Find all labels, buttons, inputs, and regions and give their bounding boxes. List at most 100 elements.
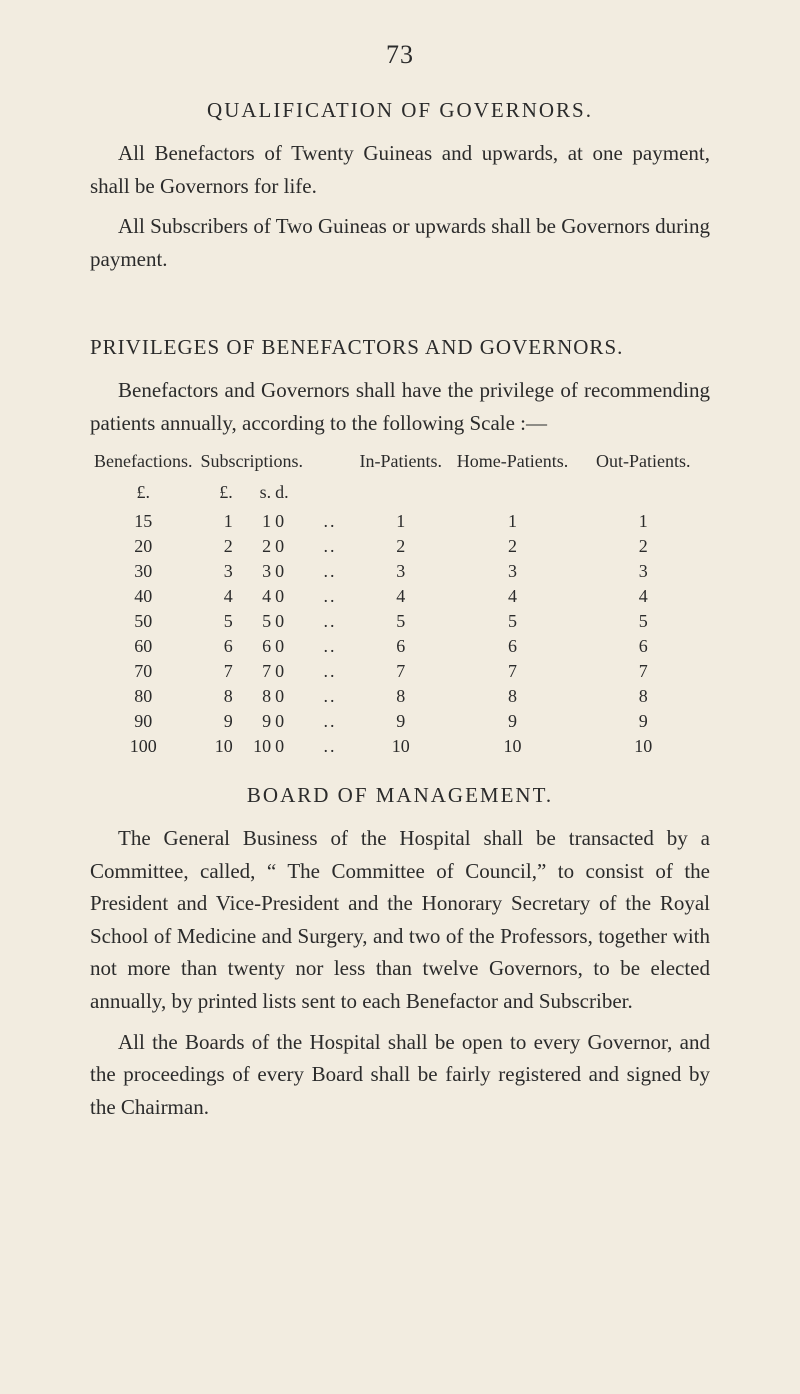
table-cell: 8 <box>235 684 273 709</box>
table-cell: 0 <box>273 659 307 684</box>
col-out-patients: Out-Patients. <box>577 449 711 480</box>
table-cell: 8 <box>448 684 576 709</box>
table-cell: 100 <box>90 734 196 759</box>
table-row: 30330..333 <box>90 559 710 584</box>
table-cell: 0 <box>273 684 307 709</box>
table-cell: 10 <box>235 734 273 759</box>
table-cell: 10 <box>353 734 448 759</box>
table-cell: 6 <box>196 634 234 659</box>
table: Benefactions. Subscriptions. In-Patients… <box>90 449 710 759</box>
table-cell: 7 <box>196 659 234 684</box>
table-row: 20220..222 <box>90 534 710 559</box>
subcol-blank <box>448 480 576 509</box>
table-row: 90990..999 <box>90 709 710 734</box>
table-cell: 1 <box>353 509 448 534</box>
table-cell: .. <box>307 734 353 759</box>
table-row: 15110..111 <box>90 509 710 534</box>
subcol-sub-d: d. <box>273 480 307 509</box>
paragraph: The General Business of the Hospital sha… <box>90 822 710 1017</box>
subcol-sub-s: s. <box>235 480 273 509</box>
table-cell: 9 <box>448 709 576 734</box>
table-cell: 0 <box>273 709 307 734</box>
table-cell: 90 <box>90 709 196 734</box>
col-in-patients: In-Patients. <box>353 449 448 480</box>
table-cell: 0 <box>273 534 307 559</box>
table-cell: .. <box>307 684 353 709</box>
table-cell: .. <box>307 659 353 684</box>
table-row: 10010100..101010 <box>90 734 710 759</box>
table-body: 15110..11120220..22230330..33340440..444… <box>90 509 710 759</box>
table-cell: 3 <box>577 559 711 584</box>
table-row: 60660..666 <box>90 634 710 659</box>
table-cell: .. <box>307 509 353 534</box>
table-cell: 9 <box>196 709 234 734</box>
table-cell: 30 <box>90 559 196 584</box>
table-cell: .. <box>307 559 353 584</box>
table-cell: 2 <box>196 534 234 559</box>
table-cell: 15 <box>90 509 196 534</box>
table-cell: 80 <box>90 684 196 709</box>
table-cell: 7 <box>235 659 273 684</box>
table-cell: 8 <box>577 684 711 709</box>
table-cell: 1 <box>448 509 576 534</box>
table-cell: 50 <box>90 609 196 634</box>
table-cell: 0 <box>273 559 307 584</box>
table-cell: 10 <box>196 734 234 759</box>
paragraph: All the Boards of the Hospital shall be … <box>90 1026 710 1124</box>
table-cell: 0 <box>273 584 307 609</box>
table-cell: 9 <box>235 709 273 734</box>
table-cell: 7 <box>448 659 576 684</box>
subcol-blank <box>307 480 353 509</box>
col-benefactions: Benefactions. <box>90 449 196 480</box>
col-home-patients: Home-Patients. <box>448 449 576 480</box>
table-cell: .. <box>307 609 353 634</box>
table-cell: 0 <box>273 609 307 634</box>
table-cell: 9 <box>353 709 448 734</box>
table-cell: 4 <box>196 584 234 609</box>
table-cell: 1 <box>196 509 234 534</box>
table-cell: 0 <box>273 634 307 659</box>
table-cell: 40 <box>90 584 196 609</box>
section-gap <box>90 283 710 307</box>
table-subheader-row: £. £. s. d. <box>90 480 710 509</box>
heading-privileges: PRIVILEGES OF BENEFACTORS AND GOVERNORS. <box>90 335 710 360</box>
table-cell: .. <box>307 709 353 734</box>
document-page: 73 QUALIFICATION OF GOVERNORS. All Benef… <box>0 0 800 1171</box>
table-cell: 10 <box>448 734 576 759</box>
subcol-blank <box>353 480 448 509</box>
table-cell: 5 <box>235 609 273 634</box>
heading-qualification: QUALIFICATION OF GOVERNORS. <box>90 98 710 123</box>
table-cell: 20 <box>90 534 196 559</box>
col-subscriptions: Subscriptions. <box>196 449 307 480</box>
table-cell: 6 <box>353 634 448 659</box>
table-cell: 2 <box>448 534 576 559</box>
col-blank <box>307 449 353 480</box>
table-row: 80880..888 <box>90 684 710 709</box>
table-cell: 2 <box>235 534 273 559</box>
table-cell: 3 <box>448 559 576 584</box>
table-cell: 5 <box>196 609 234 634</box>
table-cell: 3 <box>353 559 448 584</box>
table-cell: 60 <box>90 634 196 659</box>
table-cell: 5 <box>577 609 711 634</box>
paragraph: All Benefactors of Twenty Guineas and up… <box>90 137 710 202</box>
table-cell: 8 <box>196 684 234 709</box>
table-cell: 9 <box>577 709 711 734</box>
table-cell: 5 <box>448 609 576 634</box>
table-header-row: Benefactions. Subscriptions. In-Patients… <box>90 449 710 480</box>
table-cell: .. <box>307 584 353 609</box>
table-cell: 6 <box>577 634 711 659</box>
table-cell: 3 <box>235 559 273 584</box>
table-cell: 70 <box>90 659 196 684</box>
table-cell: 3 <box>196 559 234 584</box>
scale-table: Benefactions. Subscriptions. In-Patients… <box>90 449 710 759</box>
subcol-sub-l: £. <box>196 480 234 509</box>
table-cell: 7 <box>577 659 711 684</box>
page-number: 73 <box>90 40 710 70</box>
table-cell: 4 <box>577 584 711 609</box>
table-cell: 5 <box>353 609 448 634</box>
table-cell: 2 <box>577 534 711 559</box>
table-cell: 6 <box>448 634 576 659</box>
table-cell: 4 <box>353 584 448 609</box>
table-cell: 4 <box>235 584 273 609</box>
